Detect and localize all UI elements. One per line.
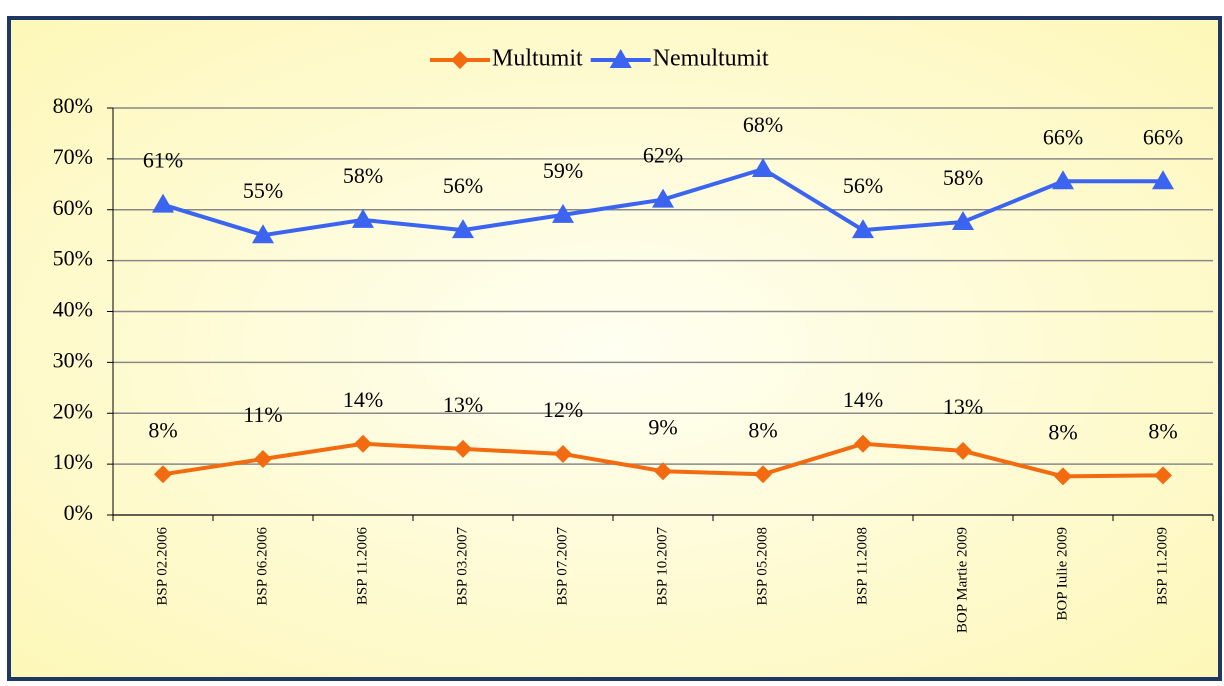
legend-label: Nemultumit — [653, 46, 769, 72]
marker — [1152, 170, 1174, 190]
data-label: 62% — [643, 143, 683, 168]
data-label: 58% — [343, 163, 383, 188]
marker — [952, 210, 974, 230]
data-label: 56% — [443, 173, 483, 198]
marker — [752, 158, 774, 178]
x-tick-label: BSP 11.2009 — [1154, 527, 1170, 605]
data-label: 56% — [843, 173, 883, 198]
y-tick-label: 70% — [53, 144, 93, 169]
y-tick-label: 0% — [64, 500, 93, 525]
marker — [451, 51, 469, 69]
x-tick-label: BSP 11.2006 — [354, 527, 370, 606]
x-tick-label: BSP 07.2007 — [554, 527, 570, 606]
x-tick-label: BSP 06.2006 — [254, 527, 270, 606]
data-label: 55% — [243, 178, 283, 203]
x-tick-label: BSP 03.2007 — [454, 527, 470, 606]
marker — [252, 224, 274, 244]
y-tick-label: 80% — [53, 93, 93, 118]
marker — [154, 465, 172, 484]
marker — [1154, 466, 1172, 485]
data-label: 14% — [343, 387, 383, 412]
x-tick-label: BSP 11.2008 — [854, 527, 870, 605]
y-tick-label: 30% — [53, 347, 93, 372]
data-label: 12% — [543, 397, 583, 422]
marker — [152, 193, 174, 213]
data-label: 11% — [243, 402, 283, 427]
data-label: 61% — [143, 148, 183, 173]
data-label: 14% — [843, 387, 883, 412]
y-tick-label: 20% — [53, 398, 93, 423]
data-label: 8% — [1148, 418, 1177, 443]
marker — [1054, 467, 1072, 486]
marker — [452, 219, 474, 239]
chart-frame — [7, 16, 1222, 681]
y-tick-label: 50% — [53, 246, 93, 271]
data-label: 8% — [1048, 419, 1077, 444]
marker — [754, 465, 772, 484]
y-tick-label: 60% — [53, 195, 93, 220]
x-tick-label: BSP 10.2007 — [654, 527, 670, 606]
data-label: 8% — [148, 417, 177, 442]
data-label: 13% — [943, 394, 983, 419]
data-label: 66% — [1043, 124, 1083, 149]
marker — [254, 450, 272, 469]
marker — [354, 434, 372, 453]
y-tick-label: 40% — [53, 297, 93, 322]
x-tick-label: BOP Iulie 2009 — [1054, 527, 1070, 621]
data-label: 9% — [648, 414, 677, 439]
x-tick-label: BOP Martie 2009 — [954, 527, 970, 633]
marker — [352, 208, 374, 228]
marker — [852, 219, 874, 239]
marker — [554, 444, 572, 463]
x-tick-label: BSP 02.2006 — [154, 527, 170, 606]
y-tick-label: 10% — [53, 449, 93, 474]
marker — [1052, 170, 1074, 190]
marker — [854, 434, 872, 453]
x-tick-label: BSP 05.2008 — [754, 527, 770, 606]
marker — [652, 188, 674, 208]
data-label: 66% — [1143, 124, 1183, 149]
marker — [609, 49, 632, 68]
marker — [954, 441, 972, 460]
data-label: 8% — [748, 417, 777, 442]
data-label: 13% — [443, 392, 483, 417]
data-label: 59% — [543, 158, 583, 183]
data-label: 58% — [943, 165, 983, 190]
marker — [454, 439, 472, 458]
data-label: 68% — [743, 112, 783, 137]
marker — [654, 462, 672, 481]
marker — [552, 203, 574, 223]
legend-label: Multumit — [492, 46, 583, 72]
